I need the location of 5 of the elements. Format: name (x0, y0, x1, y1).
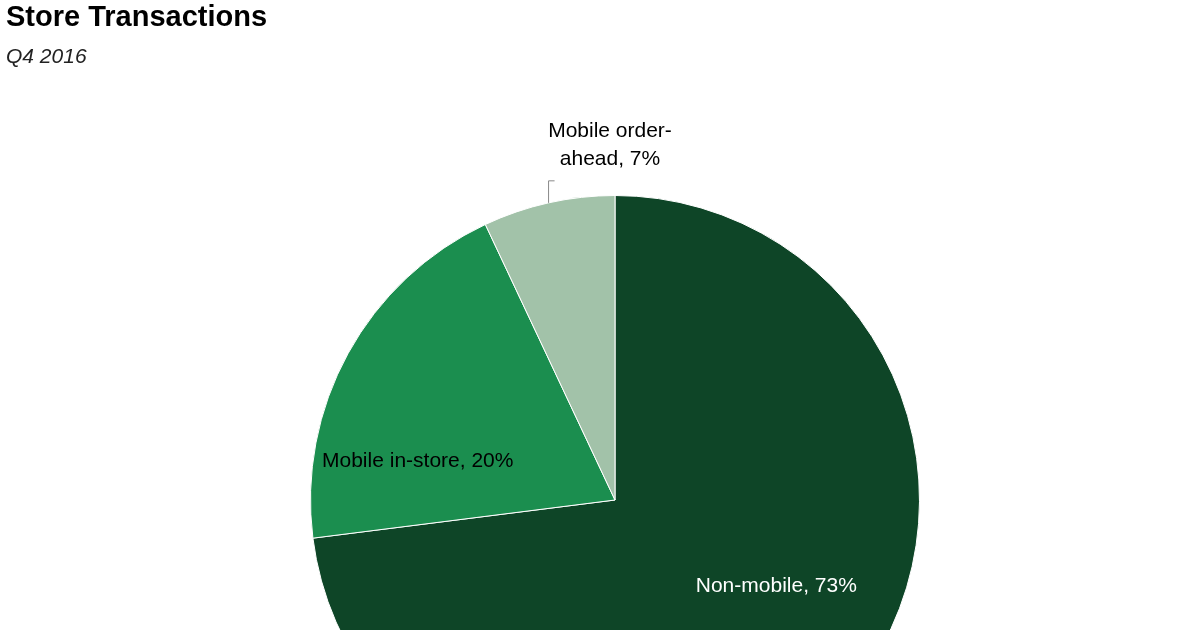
slice-label: Non-mobile, 73% (695, 572, 857, 596)
slice-label: Mobile order-ahead, 7% (548, 118, 672, 170)
slice-label: Mobile in-store, 20% (322, 448, 514, 472)
text: Q4 2016 (6, 44, 87, 68)
chart-title: Store Transactions (6, 0, 268, 33)
